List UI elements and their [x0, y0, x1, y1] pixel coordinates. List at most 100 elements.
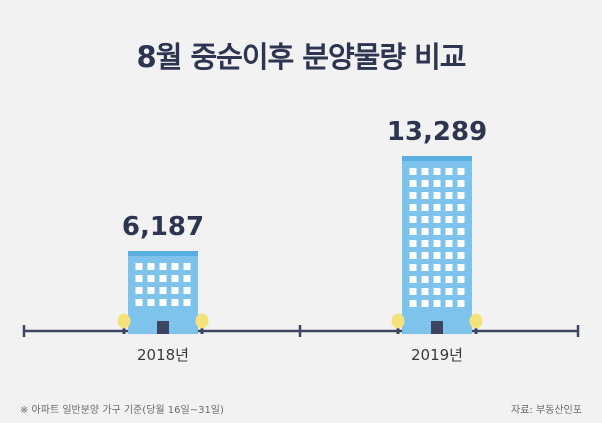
building-window: [421, 228, 429, 235]
building-window: [421, 168, 429, 175]
building-window: [159, 299, 167, 306]
building-window: [147, 263, 155, 270]
building-window: [433, 168, 441, 175]
building-roof: [128, 251, 198, 256]
building-window: [147, 299, 155, 306]
building-window: [433, 192, 441, 199]
building-window: [409, 252, 417, 259]
data-label: 6,187: [122, 212, 204, 242]
building-window: [433, 252, 441, 259]
building-window: [409, 288, 417, 295]
tree-icon: [469, 313, 483, 334]
tree-icon: [195, 313, 209, 334]
building-window: [409, 168, 417, 175]
x-tick-label: 2018년: [137, 346, 189, 364]
building-window: [445, 288, 453, 295]
building-window: [421, 288, 429, 295]
building-window: [433, 240, 441, 247]
building-icon: [402, 156, 472, 334]
building-window: [159, 275, 167, 282]
building-window: [159, 287, 167, 294]
building-window: [409, 300, 417, 307]
building-window: [457, 180, 465, 187]
building-window: [421, 300, 429, 307]
building-window: [409, 192, 417, 199]
building-window: [409, 264, 417, 271]
tree-trunk: [474, 326, 478, 334]
source-credit: 자료: 부동산인포: [511, 405, 582, 416]
building-window: [409, 228, 417, 235]
building-window: [171, 263, 179, 270]
building-window: [421, 276, 429, 283]
building-window: [183, 299, 191, 306]
building-window: [147, 275, 155, 282]
building-window: [457, 288, 465, 295]
building-window: [445, 204, 453, 211]
building-window: [457, 240, 465, 247]
building-window: [433, 228, 441, 235]
building-roof: [402, 156, 472, 161]
tree-crown: [391, 313, 405, 329]
building-window: [171, 299, 179, 306]
building-window: [421, 180, 429, 187]
building-window: [409, 204, 417, 211]
building-window: [421, 192, 429, 199]
building-window: [159, 263, 167, 270]
tree-crown: [117, 313, 131, 329]
tree-icon: [391, 313, 405, 334]
tree-trunk: [122, 326, 126, 334]
building-door: [157, 321, 169, 334]
tree-crown: [469, 313, 483, 329]
building-window: [135, 275, 143, 282]
building-window: [183, 275, 191, 282]
building-window: [457, 204, 465, 211]
building-window: [183, 263, 191, 270]
building-window: [445, 276, 453, 283]
building-window: [457, 228, 465, 235]
building-door: [431, 321, 443, 334]
building-window: [445, 264, 453, 271]
building-window: [421, 264, 429, 271]
building-window: [183, 287, 191, 294]
building-window: [433, 216, 441, 223]
building-window: [445, 228, 453, 235]
building-window: [433, 276, 441, 283]
building-window: [135, 287, 143, 294]
building-window: [409, 180, 417, 187]
building-window: [445, 240, 453, 247]
building-window: [433, 288, 441, 295]
building-window: [421, 252, 429, 259]
x-tick-label: 2019년: [411, 346, 463, 364]
building-window: [433, 180, 441, 187]
building-window: [433, 300, 441, 307]
building-window: [135, 263, 143, 270]
chart-title: 8월 중순이후 분양물량 비교: [136, 40, 467, 74]
building-window: [433, 204, 441, 211]
building-window: [457, 276, 465, 283]
building-window: [135, 299, 143, 306]
building-window: [147, 287, 155, 294]
building-window: [457, 168, 465, 175]
building-window: [421, 216, 429, 223]
footnote: ※ 아파트 일반분양 가구 기준(당월 16일~31일): [20, 405, 224, 416]
tree-trunk: [200, 326, 204, 334]
building-window: [457, 252, 465, 259]
building-window: [421, 204, 429, 211]
building-window: [409, 276, 417, 283]
building-window: [171, 287, 179, 294]
tree-icon: [117, 313, 131, 334]
data-label: 13,289: [387, 117, 487, 147]
building-window: [445, 216, 453, 223]
building-window: [457, 264, 465, 271]
building-window: [445, 180, 453, 187]
building-window: [457, 300, 465, 307]
tree-crown: [195, 313, 209, 329]
building-window: [457, 216, 465, 223]
building-window: [445, 300, 453, 307]
building-window: [445, 168, 453, 175]
building-window: [171, 275, 179, 282]
building-window: [421, 240, 429, 247]
building-window: [457, 192, 465, 199]
